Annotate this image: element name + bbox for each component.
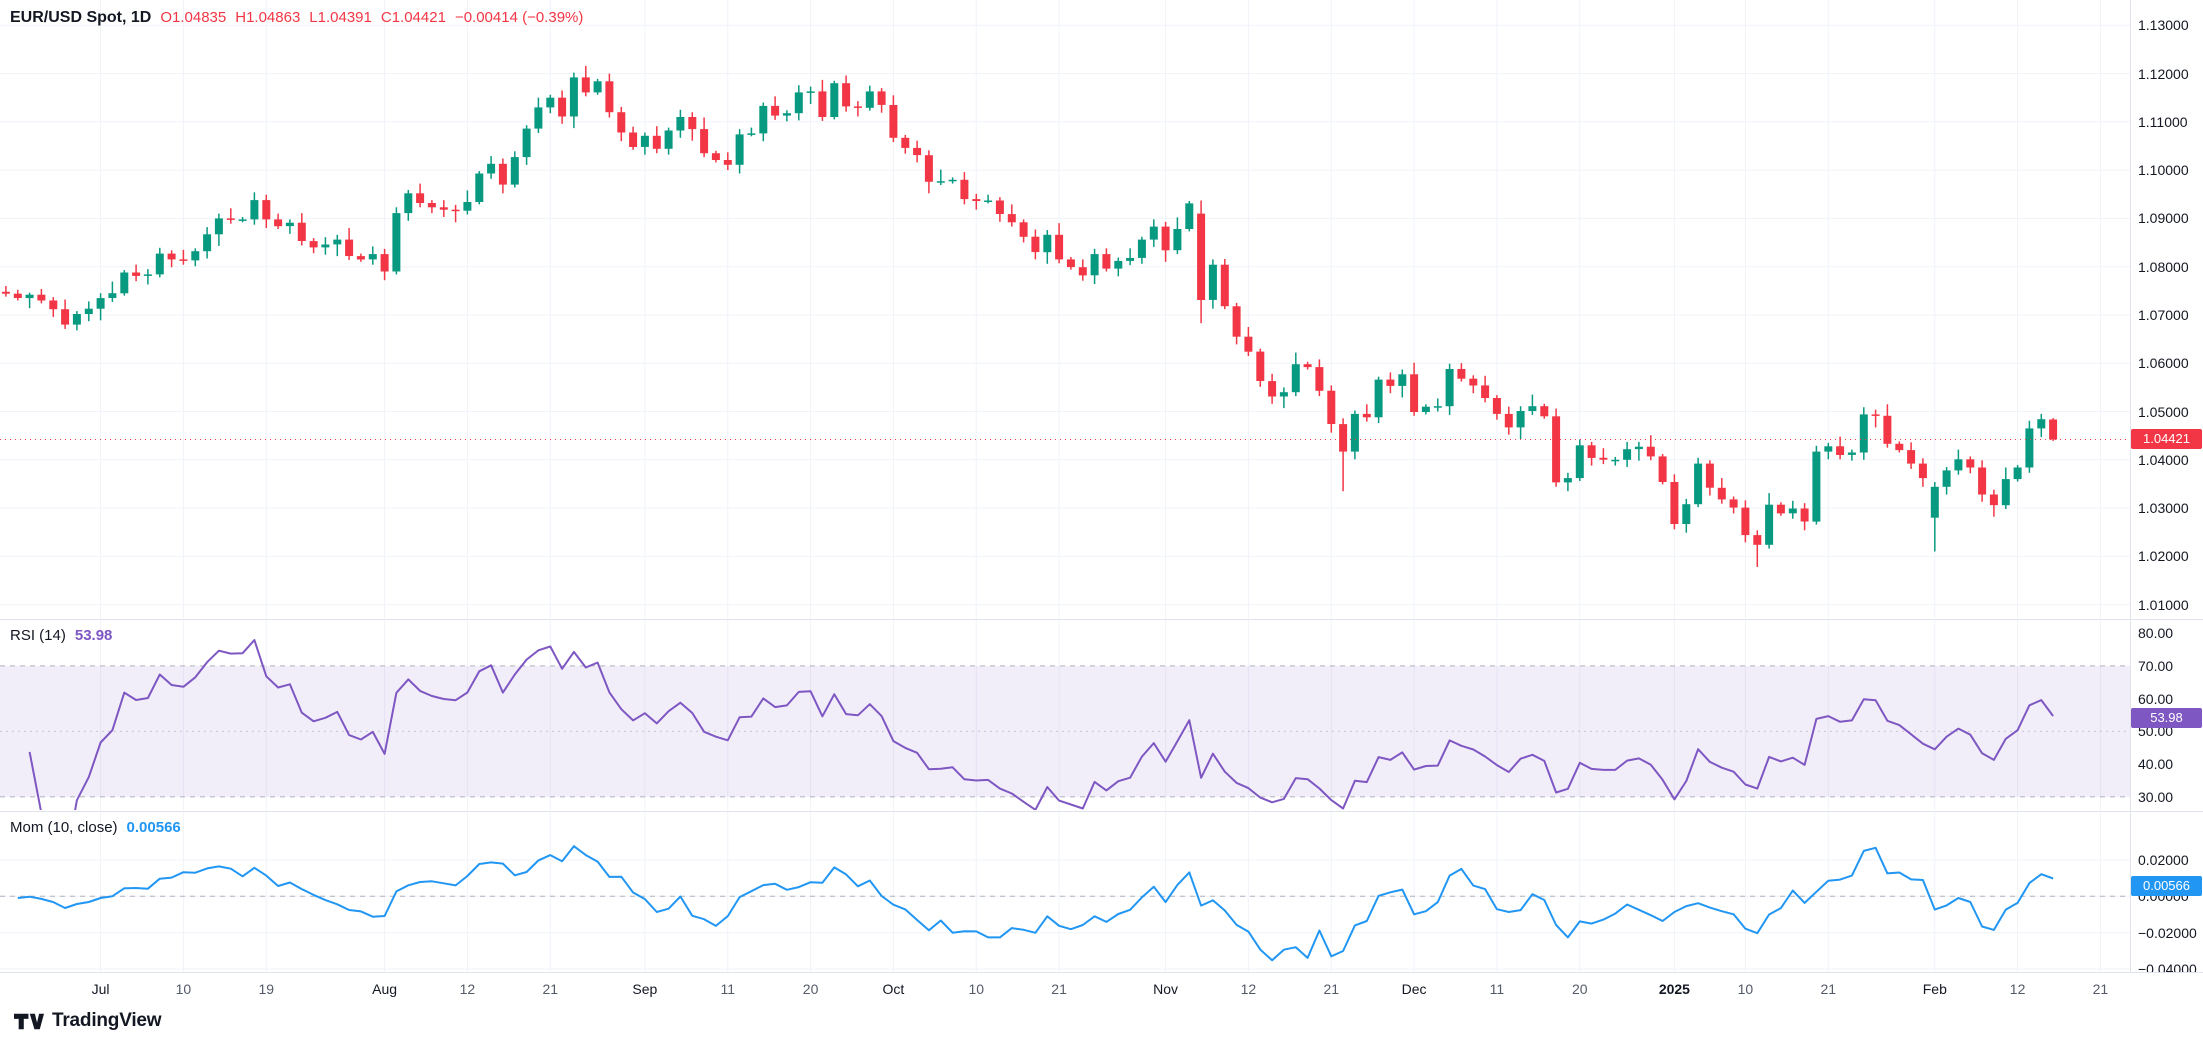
tradingview-logo-icon [14, 1013, 44, 1029]
rsi-pane[interactable] [0, 620, 2203, 810]
price-tick-label: 1.05000 [2138, 403, 2189, 420]
rsi-indicator-value: 53.98 [74, 627, 113, 644]
time-tick-label: 21 [1051, 981, 1067, 997]
ohlc-change: −0.00414 (−0.39%) [454, 9, 584, 26]
price-scale[interactable]: 1.13000 1.12000 1.11000 1.10000 1.09000 1.080… [2130, 0, 2203, 977]
time-tick-label: 21 [2092, 981, 2109, 997]
time-tick-label: 20 [1572, 981, 1588, 997]
time-tick-label: Nov [1153, 981, 1179, 997]
momentum-tick-label: 0.02000 [2138, 852, 2189, 868]
time-tick-label: Aug [372, 981, 398, 997]
time-tick-label: 10 [1737, 981, 1754, 997]
price-tick-label: 1.12000 [2138, 65, 2189, 82]
time-tick-label: Dec [1401, 981, 1427, 997]
pane-resize-handle[interactable] [0, 811, 2203, 812]
ohlc-close: C1.04421 [380, 9, 446, 26]
ohlc-open: O1.04835 [160, 9, 227, 26]
price-tick-label: 1.10000 [2138, 162, 2189, 179]
price-tick-label: 1.07000 [2138, 306, 2189, 323]
time-tick-label: 12 [2009, 981, 2026, 997]
last-price-label: 1.04421 [2131, 429, 2202, 449]
price-tick-label: 1.13000 [2138, 17, 2189, 34]
time-scale[interactable]: Jul 10 19 Aug 12 21 Sep 11 20 Oct 10 21 Nov 12 21 Dec 11… [0, 972, 2203, 1006]
mom-legend: Mom (10, close) 0.00566 [10, 819, 181, 836]
rsi-tick-label: 80.00 [2138, 625, 2174, 642]
rsi-tick-label: 40.00 [2138, 756, 2174, 773]
tradingview-logo-text: TradingView [52, 1010, 162, 1031]
time-tick-label: 19 [258, 981, 275, 997]
time-tick-label: 10 [175, 981, 192, 997]
rsi-tick-label: 70.00 [2138, 657, 2174, 674]
time-tick-label: 2025 [1658, 981, 1690, 997]
ohlc-high: H1.04863 [235, 9, 301, 26]
main-legend: EUR/USD Spot, 1D O1.04835 H1.04863 L1.04… [10, 9, 583, 27]
time-tick-label: Oct [882, 981, 905, 997]
time-tick-label: 10 [968, 981, 985, 997]
time-tick-label: Sep [632, 981, 658, 997]
time-tick-label: 12 [1240, 981, 1257, 997]
price-tick-label: 1.04000 [2138, 451, 2189, 468]
momentum-pane[interactable] [0, 812, 2203, 972]
time-tick-label: 20 [802, 981, 819, 997]
time-tick-label: 12 [459, 981, 476, 997]
price-tick-label: 1.02000 [2138, 548, 2189, 565]
time-tick-label: 21 [1323, 981, 1340, 997]
time-tick-label: 21 [542, 981, 559, 997]
time-tick-label: Feb [1922, 981, 1947, 997]
tradingview-logo[interactable]: TradingView [14, 1010, 162, 1032]
time-tick-label: 11 [1489, 981, 1505, 997]
price-tick-label: 1.08000 [2138, 258, 2189, 275]
pane-resize-handle[interactable] [0, 619, 2203, 620]
rsi-indicator-title[interactable]: RSI (14) [10, 627, 66, 644]
price-tick-label: 1.11000 [2138, 113, 2188, 130]
time-tick-label: 21 [1820, 981, 1837, 997]
symbol-title[interactable]: EUR/USD Spot, 1D [10, 9, 152, 26]
momentum-tick-label: −0.02000 [2138, 924, 2197, 941]
price-tick-label: 1.01000 [2138, 596, 2189, 613]
rsi-tick-label: 30.00 [2138, 788, 2174, 805]
rsi-legend: RSI (14) 53.98 [10, 627, 112, 644]
price-tick-label: 1.03000 [2138, 500, 2189, 517]
candlestick-pane[interactable] [0, 0, 2203, 618]
rsi-value-label: 53.98 [2131, 708, 2202, 728]
momentum-indicator-value: 0.00566 [126, 819, 181, 836]
rsi-tick-label: 60.00 [2138, 690, 2174, 707]
time-tick-label: 11 [720, 981, 736, 997]
momentum-value-label: 0.00566 [2131, 876, 2202, 896]
momentum-indicator-title[interactable]: Mom (10, close) [10, 819, 118, 836]
price-tick-label: 1.06000 [2138, 355, 2189, 372]
time-tick-label: Jul [91, 981, 110, 997]
price-tick-label: 1.09000 [2138, 210, 2189, 227]
ohlc-low: L1.04391 [309, 9, 372, 26]
